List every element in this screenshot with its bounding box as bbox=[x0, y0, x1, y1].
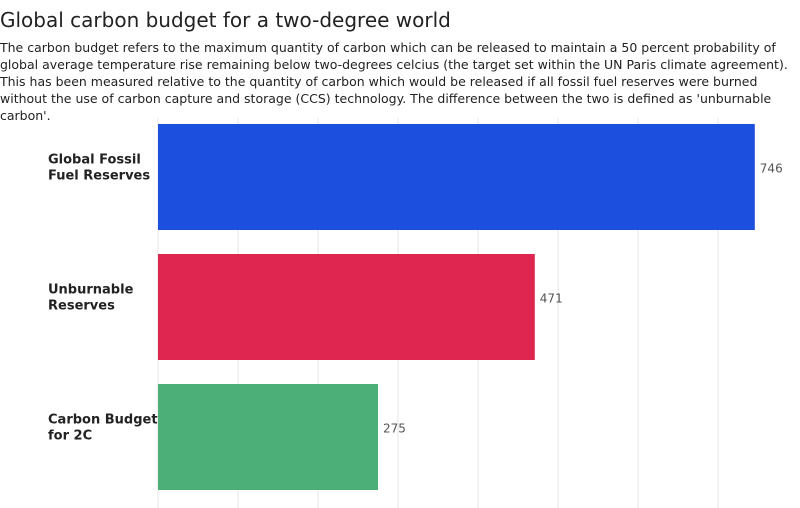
category-label: Reserves bbox=[48, 299, 115, 314]
category-label: Unburnable bbox=[48, 283, 134, 298]
bar bbox=[158, 124, 755, 230]
bar bbox=[158, 384, 378, 490]
chart-subtitle: The carbon budget refers to the maximum … bbox=[0, 40, 788, 123]
category-label: Carbon Budget bbox=[48, 413, 158, 428]
value-label: 275 bbox=[383, 422, 406, 436]
value-label: 746 bbox=[760, 162, 783, 176]
chart-title: Global carbon budget for a two-degree wo… bbox=[0, 8, 451, 32]
bar bbox=[158, 254, 535, 360]
category-label: Fuel Reserves bbox=[48, 169, 150, 184]
value-label: 471 bbox=[540, 292, 563, 306]
category-label: Global Fossil bbox=[48, 153, 141, 168]
category-label: for 2C bbox=[48, 429, 92, 444]
